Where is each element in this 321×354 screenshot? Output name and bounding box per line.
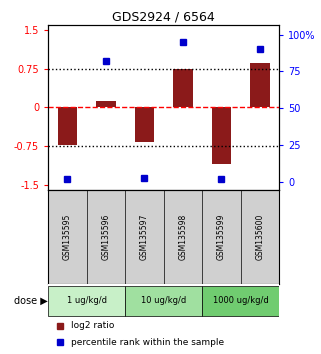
Title: GDS2924 / 6564: GDS2924 / 6564 xyxy=(112,11,215,24)
FancyBboxPatch shape xyxy=(202,286,279,316)
FancyBboxPatch shape xyxy=(125,286,202,316)
Text: GSM135597: GSM135597 xyxy=(140,214,149,261)
FancyBboxPatch shape xyxy=(48,286,125,316)
Text: GSM135596: GSM135596 xyxy=(101,214,110,261)
Text: 1 ug/kg/d: 1 ug/kg/d xyxy=(67,296,107,306)
Bar xyxy=(212,107,231,164)
Text: 10 ug/kg/d: 10 ug/kg/d xyxy=(141,296,186,306)
Text: GSM135595: GSM135595 xyxy=(63,214,72,261)
Bar xyxy=(250,63,270,107)
Text: 1000 ug/kg/d: 1000 ug/kg/d xyxy=(213,296,269,306)
Text: GSM135599: GSM135599 xyxy=(217,214,226,261)
Text: percentile rank within the sample: percentile rank within the sample xyxy=(71,338,224,347)
Bar xyxy=(58,107,77,144)
Text: log2 ratio: log2 ratio xyxy=(71,321,115,330)
Bar xyxy=(135,107,154,143)
Bar xyxy=(173,69,193,107)
Text: GSM135600: GSM135600 xyxy=(256,214,265,261)
Bar xyxy=(96,101,116,107)
Text: GSM135598: GSM135598 xyxy=(178,214,187,260)
Text: dose ▶: dose ▶ xyxy=(14,296,48,306)
